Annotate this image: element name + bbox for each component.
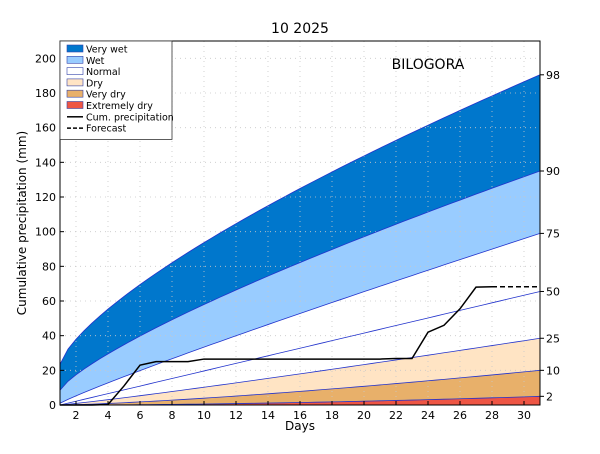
percentile-line-p75 [59, 233, 541, 404]
band-very-dry [60, 370, 540, 405]
legend-label-wet: Wet [86, 56, 105, 67]
percentile-label-p25: 25 [546, 332, 560, 345]
x-tick-label: 2 [73, 409, 80, 422]
y-tick-label: 160 [35, 122, 56, 135]
band-wet [60, 171, 540, 404]
x-tick-label: 20 [357, 409, 371, 422]
x-tick-label: 12 [229, 409, 243, 422]
x-tick-label: 28 [485, 409, 499, 422]
y-tick-label: 140 [35, 156, 56, 169]
percentile-line-p90 [59, 170, 541, 391]
legend-label-extremely-dry: Extremely dry [86, 101, 153, 112]
x-tick-label: 6 [137, 409, 144, 422]
x-tick-label: 16 [293, 409, 307, 422]
legend-label-normal: Normal [86, 67, 120, 78]
legend-swatch-wet [66, 55, 84, 64]
station-label: BILOGORA [392, 57, 465, 73]
y-tick-label: 0 [49, 399, 56, 412]
legend-swatch-dry [66, 78, 84, 87]
band-very-wet [60, 74, 540, 391]
legend-swatch-normal [66, 67, 84, 75]
percentile-line-p25 [59, 337, 541, 406]
legend-label-very-wet: Very wet [86, 45, 128, 56]
x-tick-label: 26 [453, 409, 467, 422]
legend-label-forecast: Forecast [86, 124, 126, 135]
x-tick-label: 30 [517, 409, 531, 422]
percentile-label-p75: 75 [546, 227, 560, 240]
y-tick-label: 20 [42, 364, 56, 377]
legend-label-very-dry: Very dry [86, 90, 126, 101]
y-axis-label: Cumulative precipitation (mm) [15, 131, 29, 315]
x-tick-label: 14 [261, 409, 275, 422]
y-tick-label: 120 [35, 191, 56, 204]
percentile-line-p50 [59, 291, 541, 406]
legend-label-cum-precipitation: Cum. precipitation [86, 112, 174, 123]
x-tick-label: 18 [325, 409, 339, 422]
x-tick-label: 10 [197, 409, 211, 422]
x-tick-label: 4 [105, 409, 112, 422]
percentile-label-p50: 50 [546, 285, 560, 298]
legend-swatch-very-dry [66, 89, 84, 98]
percentile-label-p10: 10 [546, 364, 560, 377]
y-tick-label: 80 [42, 260, 56, 273]
cumulative-precipitation-line [60, 286, 493, 406]
percentile-label-p90: 90 [546, 165, 560, 178]
band-dry [60, 338, 540, 405]
y-tick-label: 200 [35, 52, 56, 65]
y-tick-label: 180 [35, 87, 56, 100]
percentile-label-p2: 2 [546, 390, 553, 403]
x-tick-label: 8 [169, 409, 176, 422]
chart-title: 10 2025 [271, 21, 329, 37]
percentile-line-p98 [59, 74, 541, 365]
y-tick-label: 60 [42, 295, 56, 308]
y-tick-label: 40 [42, 330, 56, 343]
y-tick-label: 100 [35, 226, 56, 239]
legend-swatch-extremely-dry [66, 101, 84, 109]
legend-label-dry: Dry [86, 78, 103, 89]
legend-swatch-very-wet [66, 44, 84, 53]
x-axis-label: Days [285, 419, 315, 433]
band-extremely-dry [60, 396, 540, 405]
x-tick-label: 24 [421, 409, 435, 422]
x-tick-label: 22 [389, 409, 403, 422]
percentile-label-p98: 98 [546, 69, 560, 82]
